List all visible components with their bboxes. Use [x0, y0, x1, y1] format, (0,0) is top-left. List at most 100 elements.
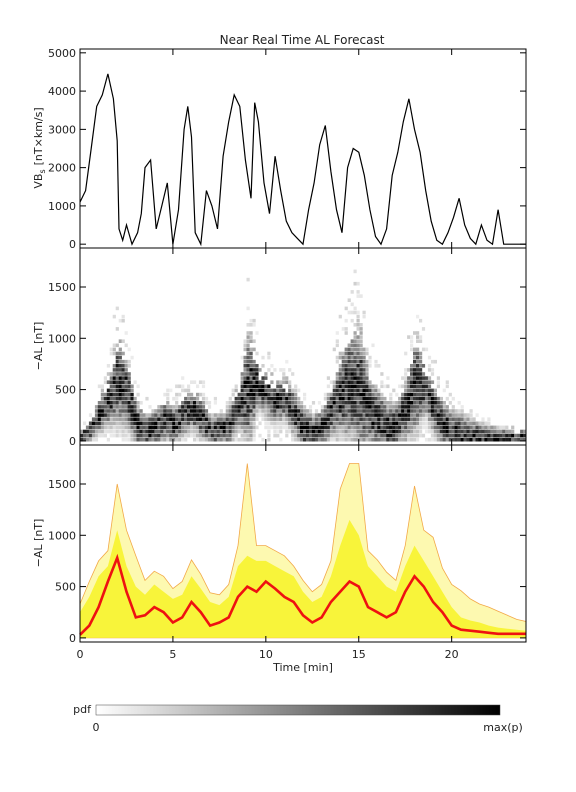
pdf-cell	[270, 396, 274, 401]
pdf-cell	[306, 425, 310, 430]
pdf-cell	[201, 429, 206, 434]
pdf-cell	[413, 368, 417, 372]
pdf-cell	[430, 396, 435, 401]
pdf-cell	[338, 413, 342, 417]
pdf-cell	[362, 384, 366, 389]
pdf-cell	[368, 433, 372, 438]
pdf-cell	[433, 433, 437, 438]
pdf-cell	[121, 380, 125, 384]
pdf-cell	[279, 413, 283, 417]
pdf-cell	[163, 421, 167, 426]
vbs-ylabel-main: VB	[32, 174, 45, 189]
pdf-cell	[130, 417, 134, 421]
pdf-cell	[511, 433, 515, 438]
pdf-cell	[297, 437, 301, 442]
pdf-cell	[353, 281, 357, 286]
pdf-cell	[335, 372, 339, 376]
pdf-cell	[294, 417, 298, 421]
pdf-cell	[178, 405, 182, 409]
pdf-cell	[478, 429, 482, 434]
pdf-cell	[237, 437, 241, 442]
pdf-cell	[288, 409, 292, 413]
pdf-cell	[118, 347, 122, 352]
pdf-cell	[416, 392, 420, 397]
pdf-cell	[395, 409, 399, 413]
pdf-cell	[350, 364, 354, 368]
pdf-cell	[487, 433, 491, 438]
pdf-cell	[249, 437, 253, 442]
pdf-cell	[249, 372, 253, 376]
pdf-cell	[410, 433, 414, 438]
pdf-cell	[193, 417, 197, 421]
pdf-cell	[249, 323, 253, 327]
pdf-cell	[240, 396, 244, 401]
pdf-cell	[338, 392, 342, 397]
pdf-cell	[154, 409, 158, 413]
pdf-cell	[258, 405, 262, 409]
pdf-cell	[157, 437, 161, 442]
pdf-cell	[169, 417, 173, 421]
pdf-cell	[246, 401, 250, 405]
pdf-cell	[201, 392, 206, 397]
pdf-cell	[359, 405, 363, 409]
pdf-cell	[359, 429, 363, 434]
pdf-cell	[198, 437, 203, 442]
pdf-cell	[341, 425, 345, 430]
pdf-cell	[308, 409, 313, 413]
pdf-cell	[237, 392, 241, 397]
pdf-cell	[344, 380, 348, 384]
pdf-cell	[410, 335, 414, 339]
pdf-cell	[139, 433, 143, 438]
pdf-cell	[258, 433, 262, 438]
pdf-cell	[356, 401, 360, 405]
pdf-cell	[130, 421, 134, 426]
pdf-cell	[187, 425, 191, 430]
pdf-cell	[404, 388, 408, 393]
pdf-cell	[472, 437, 476, 442]
pdf-cell	[520, 437, 524, 442]
pdf-cell	[335, 396, 339, 401]
pdf-cell	[365, 351, 369, 356]
pdf-cell	[344, 318, 348, 323]
pdf-cell	[448, 409, 452, 413]
pdf-cell	[475, 433, 479, 438]
pdf-cell	[445, 413, 449, 417]
pdf-cell	[279, 421, 283, 426]
pdf-cell	[365, 372, 369, 376]
pdf-cell	[353, 372, 357, 376]
pdf-cell	[190, 425, 194, 430]
pdf-cell	[371, 437, 375, 442]
pdf-cell	[392, 388, 396, 393]
pdf-cell	[210, 429, 214, 434]
pdf-cell	[478, 421, 482, 426]
pdf-cell	[166, 425, 170, 430]
pdf-cell	[472, 425, 476, 430]
pdf-cell	[142, 421, 146, 426]
pdf-cell	[261, 392, 265, 397]
pdf-cell	[380, 392, 384, 397]
pdf-cell	[264, 421, 268, 426]
pdf-cell	[252, 413, 256, 417]
pdf-cell	[258, 396, 262, 401]
pdf-cell	[398, 417, 402, 421]
pdf-cell	[94, 417, 99, 421]
pdf-cell	[273, 401, 277, 405]
pdf-cell	[433, 421, 437, 426]
pdf-cell	[279, 392, 283, 397]
pdf-cell	[332, 384, 336, 389]
pdf-cell	[368, 421, 372, 426]
pdf-cell	[246, 368, 250, 372]
pdf-cell	[279, 368, 283, 372]
pdf-cell	[169, 425, 173, 430]
pdf-cell	[320, 405, 324, 409]
pdf-cell	[407, 421, 411, 426]
pdf-cell	[118, 359, 122, 364]
pdf-cell	[115, 351, 119, 356]
pdf-cell	[124, 392, 128, 397]
pdf-cell	[163, 417, 167, 421]
pdf-cell	[303, 417, 307, 421]
pdf-cell	[94, 413, 99, 417]
pdf-cell	[193, 405, 197, 409]
pdf-cell	[392, 437, 396, 442]
pdf-cell	[243, 343, 247, 348]
